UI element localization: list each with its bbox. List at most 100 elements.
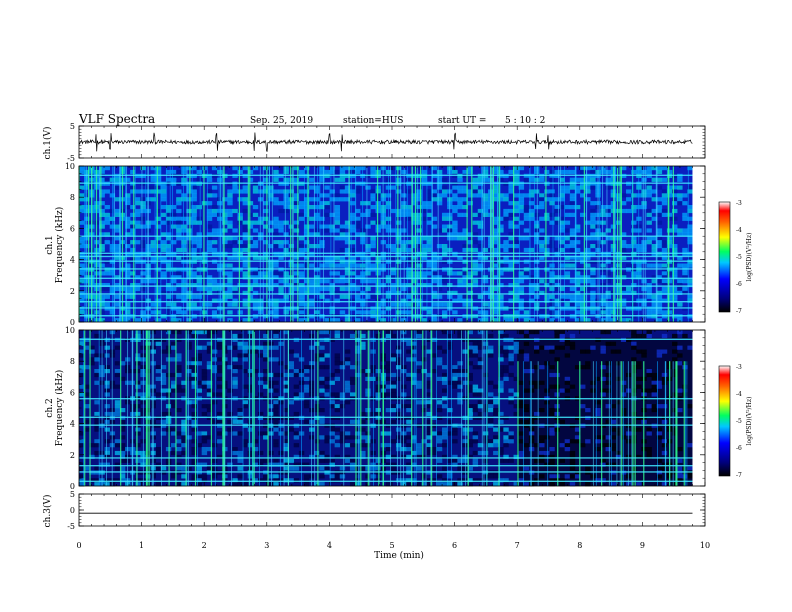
ch1-spec-cell: [268, 228, 274, 233]
ch1-spec-cell: [441, 279, 448, 284]
ch2-spec-cell: [472, 384, 479, 389]
ch1-spec-cell: [114, 224, 121, 229]
ch1-spec-cell: [293, 208, 300, 214]
ch1-spec-cell: [452, 220, 458, 225]
ch2-spec-cell: [247, 372, 254, 378]
ch2-spec-cell: [268, 345, 274, 350]
ch1-spec-cell: [656, 294, 663, 299]
ch1-spec-cell: [114, 302, 121, 307]
ch1-spec-cell: [672, 208, 678, 214]
ch1-spec-cell: [457, 294, 463, 299]
ch2-spec-cell: [119, 435, 126, 440]
ch1-spec-cell: [687, 294, 693, 299]
ch1-spec-cell: [232, 290, 238, 295]
ch2-spec-cell: [191, 478, 197, 483]
ch2-spec-cell: [119, 450, 126, 456]
ch2-spec-cell: [631, 365, 637, 370]
ch2-spec-cell: [114, 478, 121, 483]
ch2-spec-cell: [569, 454, 576, 459]
ch1-spec-cell: [298, 201, 305, 206]
ch1-spec-cell: [559, 247, 565, 253]
ch1-spec-cell: [401, 208, 407, 214]
ch2-spec-cell: [355, 333, 361, 339]
ch2-spec-cell: [626, 454, 632, 459]
ch1-spec-cell: [426, 283, 433, 288]
ch1-spec-cell: [263, 166, 269, 171]
ch2-spec-cell: [135, 353, 141, 358]
ch1-spec-cell: [436, 255, 443, 260]
ch1-spec-cell: [176, 228, 182, 233]
ch1-spec-cell: [79, 263, 85, 268]
ch1-spec-cell: [370, 212, 376, 217]
ch1-spec-cell: [559, 197, 565, 202]
ch1-spec-cell: [196, 166, 202, 171]
ch1-ylabel: ch.1(V): [42, 127, 53, 160]
ch2-spec-cell: [329, 474, 335, 479]
ch2-spec-cell: [360, 443, 366, 448]
ch1-spec-cell: [79, 298, 85, 303]
ch2-spec-cell: [477, 357, 484, 362]
ch2-spec-cell: [426, 431, 433, 436]
ch2-spec-cell: [462, 466, 468, 471]
ch1-spec-cell: [268, 263, 274, 268]
ch1-spec-cell: [682, 228, 688, 233]
ch2-spec-cell: [303, 365, 310, 370]
ch1-spec-cell: [452, 236, 458, 241]
ch2-spec-cell: [385, 447, 392, 452]
ch2-spec-cell: [406, 466, 412, 471]
ch2-spec-cell: [610, 462, 617, 467]
ch2-spec-cell: [206, 466, 213, 471]
ch2-spec-cell: [283, 458, 289, 463]
ch1-spec-cell: [329, 283, 335, 288]
ch1-spec-cell: [99, 177, 105, 182]
ch1-spec-cell: [677, 286, 683, 292]
ch1-spec-cell: [569, 197, 576, 202]
x-tick-label: 3: [264, 541, 269, 550]
ch2-spec-cell: [574, 435, 581, 440]
ch1-spec-cell: [539, 216, 545, 221]
ch1-spec-cell: [293, 263, 300, 268]
ch1-spec-cell: [498, 224, 504, 229]
ch1-spec-cell: [554, 310, 560, 315]
ch1-spec-cell: [242, 197, 249, 202]
ch2-spec-cell: [682, 333, 688, 339]
ch1-spec-cell: [549, 244, 555, 249]
ch1-spec-cell: [661, 290, 668, 295]
ch1-spec-cell: [390, 318, 397, 323]
ch1-spec-cell: [355, 169, 361, 175]
x-tick-label: 7: [515, 541, 520, 550]
ch1-spec-cell: [452, 166, 458, 171]
ch1-spec-cell: [554, 216, 560, 221]
ch1-spec-cell: [288, 205, 295, 210]
ch2-spec-cell: [677, 353, 683, 358]
ch2-spec-cell: [94, 357, 100, 362]
ch1-spec-cell: [549, 189, 555, 194]
ch2-spec-cell: [145, 408, 151, 413]
ch1-spec-cell: [559, 189, 565, 194]
ch1-spec-cell: [590, 310, 596, 315]
ch2-spec-cell: [94, 372, 100, 378]
ch1-spec-cell: [472, 247, 479, 253]
ch1-spec-cell: [498, 298, 504, 303]
ch1-spec-cell: [600, 232, 606, 237]
ch1-spec-cell: [477, 310, 484, 315]
ch1-spec-cell: [329, 255, 335, 260]
ch1-spec-cell: [268, 220, 274, 225]
ch1-spec-cell: [324, 201, 330, 206]
ch2-spec-cell: [549, 478, 555, 483]
ch1-spec-ylabel-line1: ch.1: [45, 235, 55, 254]
ch2-spec-cell: [677, 345, 683, 350]
ch1-spec-cell: [493, 247, 499, 253]
ch2-spec-cell: [503, 458, 509, 463]
date-label: Sep. 25, 2019: [250, 116, 313, 126]
ch1-spec-cell: [411, 193, 417, 198]
ch1-spec-cell: [355, 216, 361, 221]
ch1-spec-cell: [303, 255, 310, 260]
ch2-spec-cell: [457, 482, 463, 487]
ch2-spec-cell: [452, 384, 458, 389]
ch1-spec-cell: [518, 286, 525, 292]
ch2-spec-cell: [242, 404, 249, 409]
ch1-spec-cell: [160, 240, 167, 245]
start-ut-time: 5 : 10 : 2: [505, 116, 545, 126]
ch1-spec-cell: [339, 286, 346, 292]
